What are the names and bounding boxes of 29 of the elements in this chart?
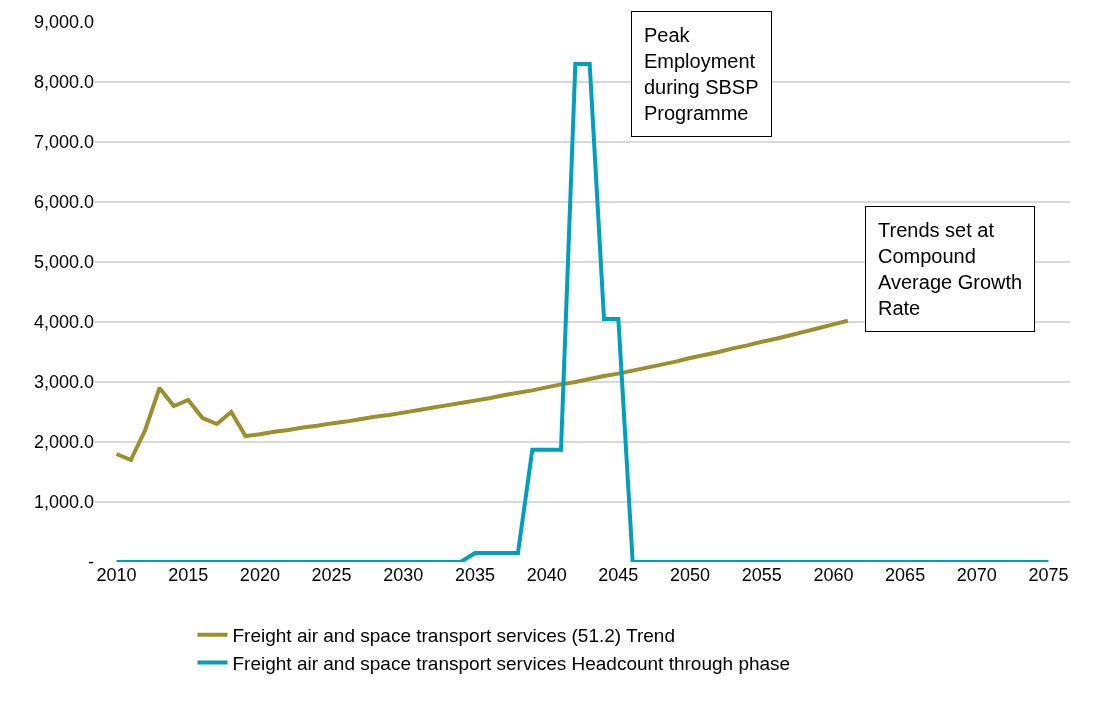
x-tick-label: 2070 bbox=[956, 565, 997, 585]
x-tick-label: 2030 bbox=[383, 565, 424, 585]
x-tick-label: 2065 bbox=[885, 565, 926, 585]
legend-label: Freight air and space transport services Headcount through phase bbox=[232, 652, 791, 674]
x-tick-label: 2055 bbox=[741, 565, 782, 585]
x-tick-label: 2045 bbox=[598, 565, 639, 585]
y-tick-label: 3,000.0 bbox=[33, 372, 94, 393]
x-tick-label: 2010 bbox=[96, 565, 137, 585]
y-tick-label: 9,000.0 bbox=[33, 12, 94, 33]
x-tick-label: 2020 bbox=[239, 565, 280, 585]
x-tick-label: 2050 bbox=[670, 565, 711, 585]
x-tick-label: 2035 bbox=[454, 565, 495, 585]
x-tick-label: 2075 bbox=[1028, 565, 1069, 585]
x-tick-label: 2040 bbox=[526, 565, 567, 585]
y-tick-label: 4,000.0 bbox=[33, 312, 94, 333]
y-tick-label: 8,000.0 bbox=[33, 72, 94, 93]
annotation: Peak Employment during SBSP Programme bbox=[644, 24, 759, 124]
y-tick-label: 6,000.0 bbox=[33, 192, 94, 213]
y-tick-label: 2,000.0 bbox=[33, 432, 94, 453]
x-tick-label: 2025 bbox=[311, 565, 352, 585]
x-tick-label: 2015 bbox=[168, 565, 209, 585]
y-tick-label: 7,000.0 bbox=[33, 132, 94, 153]
y-tick-label: 5,000.0 bbox=[33, 252, 94, 273]
annotation: Trends set at Compound Average Growth Rate bbox=[878, 219, 1023, 319]
y-tick-label: 1,000.0 bbox=[33, 492, 94, 513]
line-series bbox=[114, 318, 850, 462]
legend-label: Freight air and space transport services (51.2) Trend bbox=[232, 625, 675, 647]
y-tick-label: - bbox=[88, 552, 94, 573]
x-tick-label: 2060 bbox=[813, 565, 854, 585]
